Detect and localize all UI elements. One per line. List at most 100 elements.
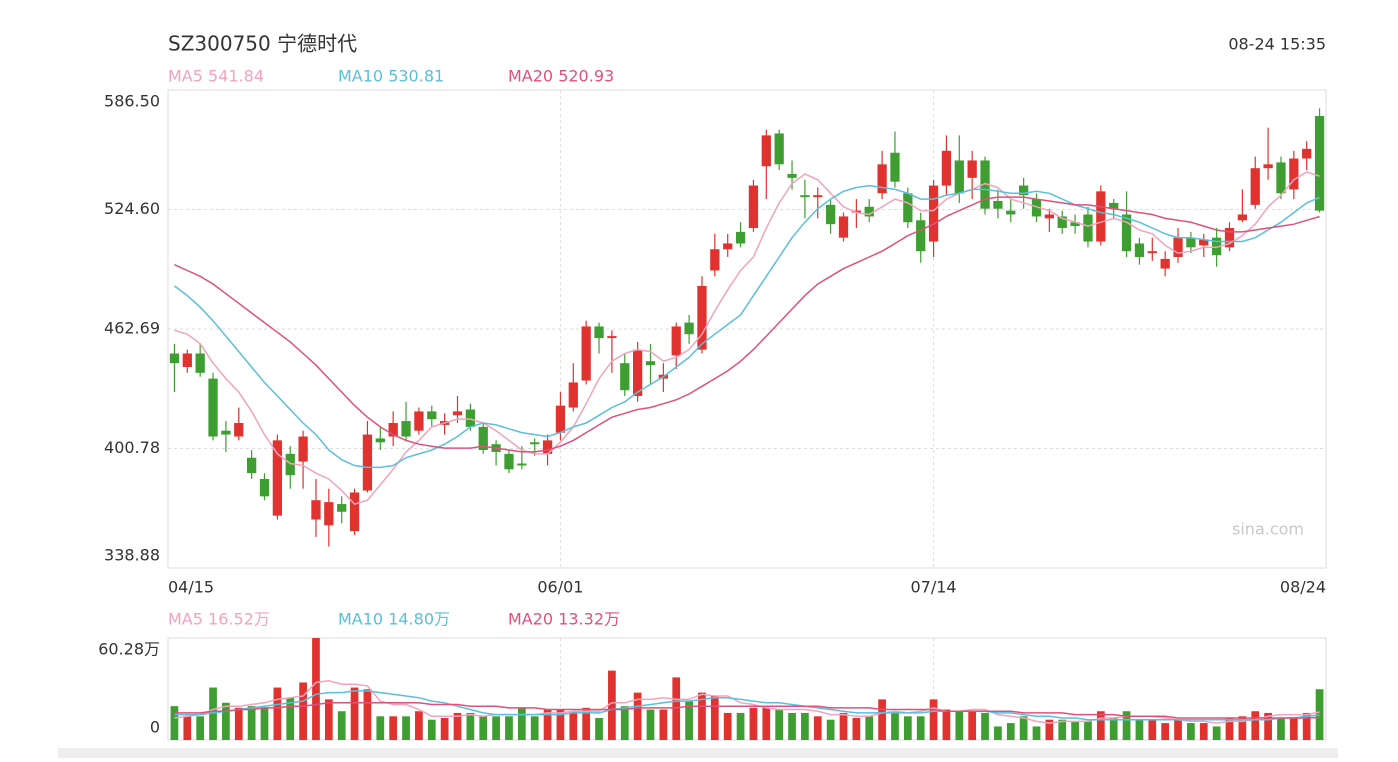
candle-body	[1314, 116, 1325, 211]
volume-bar	[505, 716, 513, 740]
candle-body	[1199, 239, 1209, 246]
volume-bar	[595, 718, 603, 740]
volume-bar	[929, 699, 938, 740]
chart-title: SZ300750 宁德时代	[168, 32, 357, 56]
legend-label: MA5 16.52万	[168, 610, 270, 629]
candle-body	[916, 220, 926, 252]
volume-bar	[801, 712, 809, 740]
candle-body	[401, 421, 411, 437]
volume-bar	[376, 716, 385, 740]
candle-body	[542, 440, 553, 454]
timestamp: 08-24 15:35	[1228, 35, 1326, 54]
candle-body	[1019, 185, 1029, 196]
volume-bar	[736, 712, 745, 740]
volume-bar	[608, 670, 616, 740]
ma-line	[174, 196, 1320, 453]
candle-body	[941, 150, 952, 186]
candle-body	[427, 411, 437, 420]
y-tick-label: 462.69	[104, 319, 160, 338]
volume-bar	[569, 711, 578, 740]
volume-bar	[620, 706, 629, 740]
volume-bar	[852, 718, 861, 740]
candle-body	[684, 322, 694, 335]
candle-body	[1186, 237, 1196, 248]
volume-bar	[1109, 718, 1118, 740]
watermark: sina.com	[1232, 520, 1304, 539]
volume-bar	[427, 719, 436, 740]
candle-body	[465, 409, 475, 427]
volume-bar	[710, 696, 719, 740]
candle-body	[568, 382, 578, 408]
volume-bar	[968, 711, 977, 740]
y-tick-label: 60.28万	[98, 640, 160, 659]
volume-bar	[762, 707, 771, 740]
volume-bar	[517, 707, 526, 740]
legend-label: MA10 530.81	[338, 67, 444, 86]
volume-bar	[1071, 721, 1079, 740]
volume-bar	[337, 711, 346, 740]
candle-body	[671, 326, 681, 356]
candle-body	[504, 453, 514, 470]
volume-bar	[1122, 711, 1131, 740]
ma-line	[174, 702, 1320, 719]
y-tick-label: 400.78	[104, 438, 160, 457]
volume-bar	[1032, 726, 1041, 740]
x-tick-label: 08/24	[1280, 578, 1326, 597]
candle-body	[221, 430, 231, 435]
volume-bar	[543, 709, 552, 740]
volume-bar	[1084, 721, 1092, 740]
volume-bar	[1251, 711, 1260, 740]
candle-body	[697, 285, 707, 350]
ma-line	[174, 171, 1320, 505]
candle-body	[903, 193, 913, 223]
volume-bar	[196, 716, 205, 740]
candle-body	[800, 195, 810, 198]
legend-label: MA20 520.93	[508, 67, 614, 86]
volume-bar	[672, 677, 681, 740]
candle-body	[967, 160, 977, 178]
candle-body	[1031, 199, 1042, 217]
candle-body	[285, 453, 295, 476]
volume-bar	[1174, 719, 1182, 740]
candle-body	[890, 152, 900, 182]
volume-bar	[633, 692, 642, 740]
volume-bar	[350, 687, 359, 740]
candle-body	[1147, 251, 1157, 254]
candle-body	[311, 500, 321, 520]
candle-body	[324, 502, 334, 526]
ma-line	[173, 184, 1320, 469]
candle-body	[478, 426, 488, 451]
volume-bar	[170, 706, 179, 740]
candle-body	[1302, 148, 1312, 159]
candle-body	[928, 185, 939, 242]
candle-body	[851, 210, 861, 213]
candle-body	[607, 336, 617, 339]
y-tick-label: 586.50	[104, 92, 160, 111]
y-tick-label: 0	[150, 718, 160, 737]
candle-body	[337, 504, 347, 512]
volume-bar	[1238, 716, 1247, 740]
volume-bar	[1315, 689, 1324, 740]
volume-bar	[659, 709, 668, 740]
volume-bar	[1161, 723, 1170, 740]
candle-body	[1173, 237, 1183, 257]
candle-body	[710, 249, 720, 271]
volume-bar	[324, 699, 333, 740]
candle-body	[774, 133, 784, 165]
candle-body	[594, 326, 604, 339]
volume-bar	[788, 712, 796, 740]
volume-bar	[222, 702, 230, 740]
volume-bar	[942, 709, 951, 740]
candle-body	[787, 173, 797, 178]
candle-body	[993, 200, 1003, 209]
legend-label: MA20 13.32万	[508, 610, 620, 629]
volume-bar	[440, 718, 449, 740]
candle-body	[182, 353, 192, 368]
volume-bar	[299, 682, 307, 740]
volume-bar	[1148, 719, 1157, 740]
candle-body	[1096, 191, 1106, 242]
candle-body	[864, 206, 874, 217]
candle-body	[298, 436, 308, 462]
volume-bar	[582, 707, 591, 740]
